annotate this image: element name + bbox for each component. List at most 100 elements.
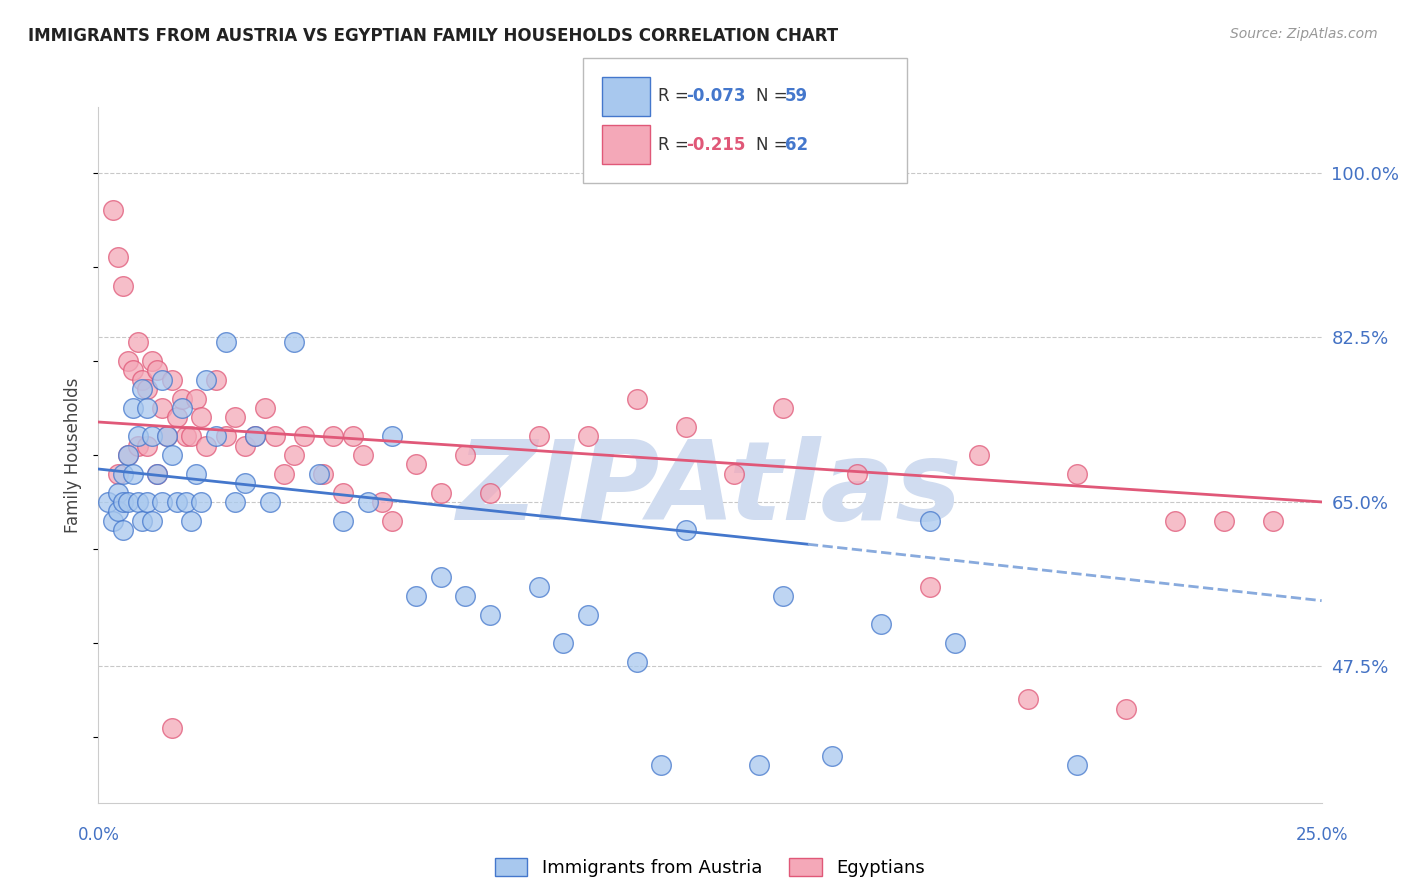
Point xyxy=(920,514,942,528)
Point xyxy=(342,429,364,443)
Point xyxy=(121,363,143,377)
Point xyxy=(626,655,648,669)
Point xyxy=(195,438,218,452)
Point xyxy=(160,448,183,462)
Point xyxy=(141,354,163,368)
Point xyxy=(283,448,305,462)
Point xyxy=(131,514,153,528)
Point xyxy=(170,401,193,415)
Point xyxy=(160,721,183,735)
Point xyxy=(186,467,208,481)
Point xyxy=(111,278,134,293)
Point xyxy=(146,467,169,481)
Point xyxy=(576,429,599,443)
Text: Source: ZipAtlas.com: Source: ZipAtlas.com xyxy=(1230,27,1378,41)
Point xyxy=(527,429,550,443)
Text: IMMIGRANTS FROM AUSTRIA VS EGYPTIAN FAMILY HOUSEHOLDS CORRELATION CHART: IMMIGRANTS FROM AUSTRIA VS EGYPTIAN FAMI… xyxy=(28,27,838,45)
Point xyxy=(723,467,745,481)
Point xyxy=(626,392,648,406)
Point xyxy=(176,495,198,509)
Point xyxy=(1066,758,1088,772)
Point xyxy=(312,467,335,481)
Point xyxy=(273,467,295,481)
Point xyxy=(97,495,120,509)
Point xyxy=(675,523,697,537)
Point xyxy=(127,335,149,350)
Point xyxy=(190,495,212,509)
Point xyxy=(136,495,159,509)
Legend: Immigrants from Austria, Egyptians: Immigrants from Austria, Egyptians xyxy=(488,850,932,884)
Point xyxy=(381,514,404,528)
Point xyxy=(845,467,868,481)
Point xyxy=(332,514,354,528)
Point xyxy=(117,448,139,462)
Point xyxy=(107,251,129,265)
Point xyxy=(150,495,173,509)
Text: R =: R = xyxy=(658,136,695,153)
Point xyxy=(107,467,129,481)
Point xyxy=(243,429,266,443)
Point xyxy=(166,495,188,509)
Point xyxy=(233,476,256,491)
Point xyxy=(405,589,427,603)
Point xyxy=(205,429,228,443)
Point xyxy=(186,392,208,406)
Text: 62: 62 xyxy=(785,136,807,153)
Point xyxy=(121,401,143,415)
Point xyxy=(478,485,501,500)
Point xyxy=(821,748,844,763)
Point xyxy=(136,382,159,396)
Point xyxy=(356,495,378,509)
Point xyxy=(121,467,143,481)
Point xyxy=(111,495,134,509)
Point xyxy=(117,354,139,368)
Text: N =: N = xyxy=(756,136,793,153)
Text: 59: 59 xyxy=(785,87,807,105)
Point xyxy=(117,448,139,462)
Point xyxy=(292,429,315,443)
Point xyxy=(430,570,453,584)
Point xyxy=(967,448,990,462)
Point xyxy=(454,589,477,603)
Point xyxy=(405,458,427,472)
Point xyxy=(127,495,149,509)
Point xyxy=(308,467,330,481)
Point xyxy=(111,467,134,481)
Point xyxy=(160,373,183,387)
Y-axis label: Family Households: Family Households xyxy=(65,377,83,533)
Point xyxy=(1017,692,1039,706)
Point xyxy=(263,429,285,443)
Text: 25.0%: 25.0% xyxy=(1295,826,1348,845)
Point xyxy=(127,438,149,452)
Point xyxy=(190,410,212,425)
Point xyxy=(381,429,404,443)
Point xyxy=(205,373,228,387)
Point xyxy=(170,392,193,406)
Point xyxy=(111,523,134,537)
Point xyxy=(141,514,163,528)
Point xyxy=(107,504,129,518)
Point xyxy=(772,401,794,415)
Point xyxy=(146,467,169,481)
Point xyxy=(332,485,354,500)
Point xyxy=(553,636,575,650)
Point xyxy=(195,373,218,387)
Text: ZIPAtlas: ZIPAtlas xyxy=(457,436,963,543)
Point xyxy=(478,607,501,622)
Text: -0.215: -0.215 xyxy=(686,136,745,153)
Point xyxy=(131,373,153,387)
Point xyxy=(214,335,236,350)
Point xyxy=(1066,467,1088,481)
Point xyxy=(136,438,159,452)
Point xyxy=(259,495,281,509)
Point xyxy=(156,429,179,443)
Point xyxy=(1212,514,1234,528)
Point xyxy=(283,335,305,350)
Point xyxy=(527,580,550,594)
Point xyxy=(127,429,149,443)
Point xyxy=(253,401,276,415)
Point xyxy=(1261,514,1284,528)
Point xyxy=(156,429,179,443)
Point xyxy=(224,495,246,509)
Text: 0.0%: 0.0% xyxy=(77,826,120,845)
